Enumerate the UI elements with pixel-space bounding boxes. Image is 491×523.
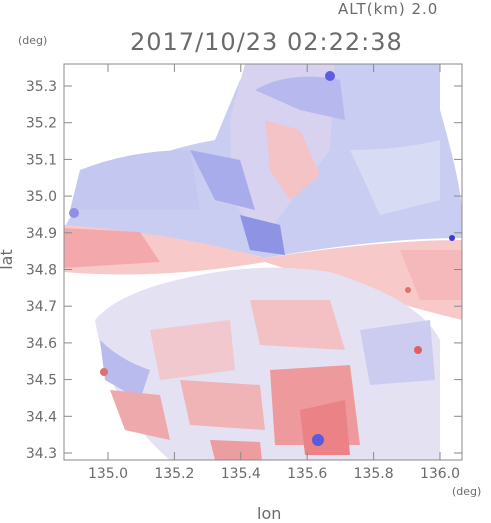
radar-field bbox=[64, 64, 462, 460]
x-tick-label: 135.4 bbox=[221, 466, 261, 482]
y-tick-label: 34.3 bbox=[26, 446, 57, 462]
y-tick-label: 34.6 bbox=[26, 336, 57, 352]
x-axis-ticks: 135.0 135.2 135.4 135.6 135.8 136.0 bbox=[88, 64, 460, 482]
y-axis-ticks: 35.3 35.2 35.1 35.0 34.9 34.8 34.7 34.6 34.5 34.4… bbox=[26, 79, 462, 462]
y-tick-label: 34.8 bbox=[26, 263, 57, 279]
y-tick-label: 34.7 bbox=[26, 299, 57, 315]
plot-frame bbox=[63, 63, 463, 461]
y-tick-label: 34.4 bbox=[26, 409, 57, 425]
timestamp-title: 2017/10/23 02:22:38 bbox=[130, 28, 403, 56]
x-tick-label: 136.0 bbox=[420, 466, 460, 482]
altitude-label: ALT(km) 2.0 bbox=[338, 0, 439, 18]
y-axis-unit: (deg) bbox=[18, 34, 48, 47]
y-tick-label: 35.2 bbox=[26, 116, 57, 132]
x-axis-unit: (deg) bbox=[452, 485, 482, 498]
x-tick-label: 135.6 bbox=[287, 466, 327, 482]
x-tick-label: 135.0 bbox=[88, 466, 128, 482]
x-axis-title: lon bbox=[257, 504, 282, 523]
y-tick-label: 35.3 bbox=[26, 79, 57, 95]
y-tick-label: 35.0 bbox=[26, 189, 57, 205]
y-tick-label: 34.9 bbox=[26, 226, 57, 242]
y-tick-label: 35.1 bbox=[26, 152, 57, 168]
x-tick-label: 135.8 bbox=[354, 466, 394, 482]
x-tick-label: 135.2 bbox=[154, 466, 194, 482]
y-tick-label: 34.5 bbox=[26, 373, 57, 389]
